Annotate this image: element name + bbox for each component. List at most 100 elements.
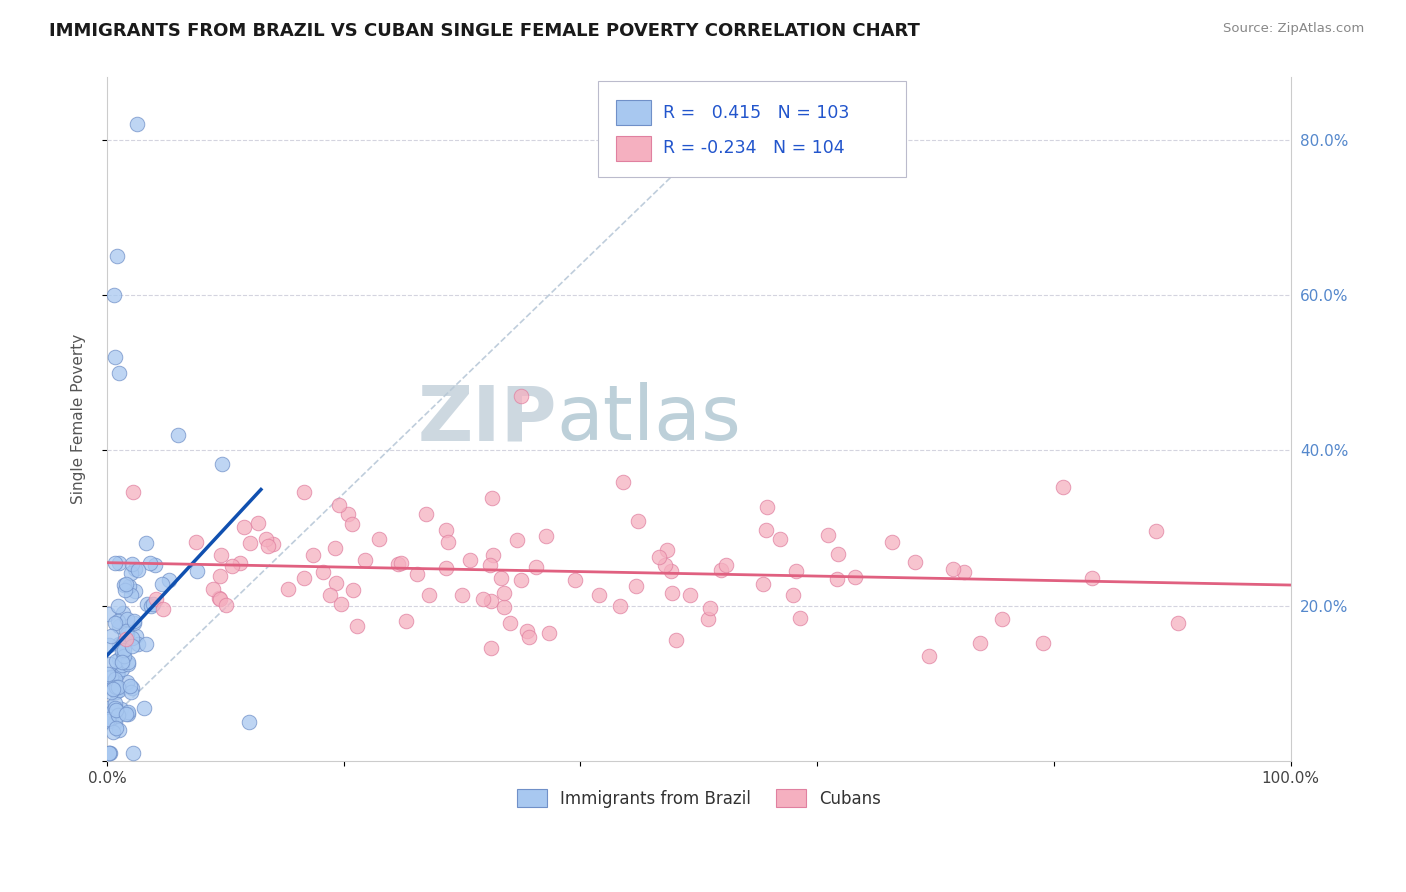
Point: [152, 601, 174, 615]
Point: [494, 599, 516, 614]
Point: [626, 578, 648, 592]
Point: [110, 662, 132, 676]
Point: [150, 576, 173, 591]
Point: [336, 507, 359, 521]
Point: [121, 631, 143, 645]
Point: [209, 592, 232, 607]
Point: [112, 578, 135, 592]
Point: [101, 704, 124, 718]
Point: [122, 484, 145, 499]
Point: [124, 584, 146, 599]
Point: [481, 491, 503, 505]
Point: [211, 458, 233, 472]
Point: [434, 523, 457, 537]
Point: [97, 712, 120, 726]
Point: [479, 594, 502, 608]
Point: [969, 635, 991, 649]
Point: [120, 685, 142, 699]
Point: [654, 558, 676, 573]
Point: [262, 537, 284, 551]
Point: [716, 558, 738, 573]
Point: [98, 638, 121, 652]
Point: [120, 588, 142, 602]
Point: [107, 614, 129, 628]
Point: [491, 571, 513, 585]
Point: [112, 642, 135, 657]
Point: [228, 557, 250, 571]
Point: [844, 570, 866, 584]
Point: [209, 548, 232, 562]
Point: [609, 599, 631, 614]
Point: [952, 565, 974, 579]
Point: [340, 517, 363, 532]
Point: [323, 541, 346, 555]
Point: [368, 532, 391, 546]
Point: [104, 715, 127, 730]
Point: [789, 611, 811, 625]
Point: [538, 626, 561, 640]
Point: [127, 637, 149, 651]
Point: [114, 583, 136, 598]
Point: [664, 633, 686, 648]
Point: [100, 629, 122, 643]
Point: [239, 536, 262, 550]
Point: [120, 679, 142, 693]
Point: [786, 564, 808, 578]
Point: [588, 588, 610, 602]
Point: [389, 556, 412, 570]
Point: [115, 675, 138, 690]
Point: [509, 574, 531, 588]
Point: [108, 366, 131, 380]
Legend: Immigrants from Brazil, Cubans: Immigrants from Brazil, Cubans: [510, 783, 887, 814]
Point: [506, 533, 529, 548]
Point: [103, 724, 125, 739]
Point: [415, 508, 437, 522]
Text: R =   0.415   N = 103: R = 0.415 N = 103: [664, 103, 849, 121]
Point: [100, 700, 122, 714]
Point: [124, 615, 146, 630]
Point: [276, 582, 298, 596]
Point: [124, 614, 146, 628]
Point: [141, 599, 163, 614]
Point: [117, 657, 139, 671]
Point: [1167, 616, 1189, 631]
Point: [124, 561, 146, 575]
Point: [186, 564, 208, 578]
Point: [1080, 571, 1102, 585]
Point: [111, 635, 134, 649]
Y-axis label: Single Female Poverty: Single Female Poverty: [72, 334, 86, 504]
Point: [756, 500, 779, 514]
Point: [319, 588, 342, 602]
Point: [524, 559, 547, 574]
Point: [710, 563, 733, 577]
Point: [209, 568, 232, 582]
Point: [117, 612, 139, 626]
Point: [104, 350, 127, 364]
Point: [292, 571, 315, 585]
Point: [329, 597, 352, 611]
Point: [105, 703, 128, 717]
Point: [108, 651, 131, 665]
Point: [110, 638, 132, 652]
Point: [117, 579, 139, 593]
Point: [105, 654, 128, 668]
Point: [233, 519, 256, 533]
Point: [769, 532, 792, 546]
Point: [395, 614, 418, 628]
Text: ZIP: ZIP: [418, 383, 557, 457]
Point: [112, 607, 135, 621]
Point: [492, 585, 515, 599]
Point: [627, 514, 650, 528]
Point: [143, 558, 166, 572]
Point: [117, 707, 139, 722]
Point: [499, 615, 522, 630]
Point: [648, 550, 671, 565]
Point: [115, 707, 138, 722]
Point: [101, 682, 124, 697]
Point: [990, 612, 1012, 626]
Point: [115, 626, 138, 640]
Point: [120, 566, 142, 580]
Point: [104, 701, 127, 715]
Point: [97, 666, 120, 681]
Point: [782, 588, 804, 602]
